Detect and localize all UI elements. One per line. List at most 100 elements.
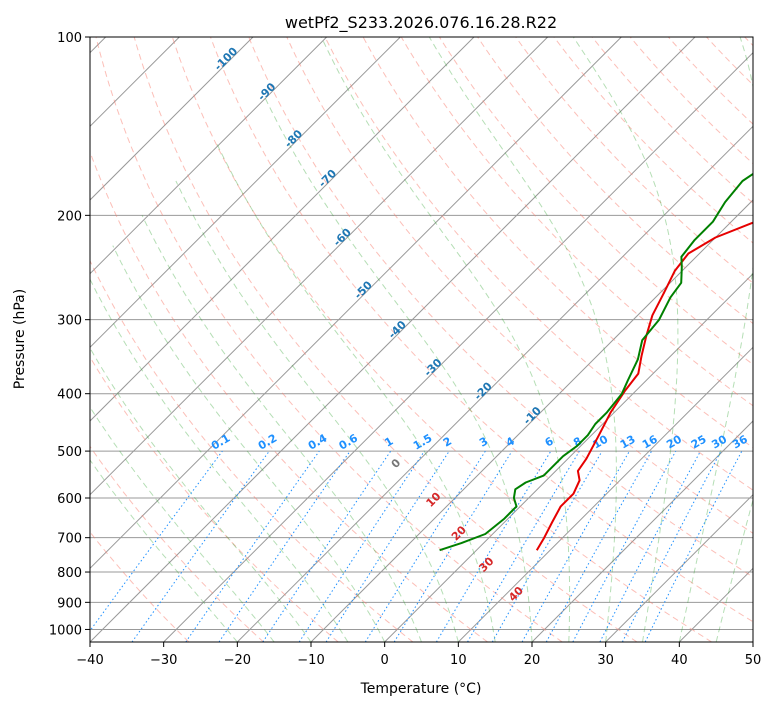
- isotherm-line: [752, 641, 753, 642]
- isotherm-line: [457, 346, 753, 642]
- y-tick-label: 600: [57, 492, 82, 507]
- x-tick-label: −40: [76, 653, 103, 668]
- moist-adiabat-line: [215, 141, 496, 642]
- dry-adiabat-line: [591, 37, 753, 204]
- moist-adiabat-line: [715, 497, 753, 642]
- y-tick-label: 900: [57, 596, 82, 611]
- moist-adiabat-label: 40: [506, 584, 526, 604]
- mixing-ratio-line: [364, 450, 486, 642]
- x-tick-label: −30: [150, 653, 177, 668]
- isotherm-line: [90, 37, 475, 422]
- moist-adiabat-label: 10: [424, 490, 444, 510]
- x-tick-label: 20: [524, 653, 541, 668]
- y-tick-label: 100: [57, 31, 82, 46]
- dry-adiabat-line: [210, 37, 753, 623]
- y-tick-label: 300: [57, 314, 82, 329]
- isotherm-line: [90, 37, 549, 496]
- dewpoint-profile-line: [439, 172, 753, 552]
- mixing-ratio-label: 0.2: [256, 432, 279, 453]
- mixing-ratio-line: [185, 450, 320, 642]
- isotherm-line: [531, 420, 753, 642]
- moist-adiabat-line: [263, 94, 533, 642]
- dry-adiabat-label: -10: [521, 404, 544, 427]
- dry-adiabat-label: -100: [212, 44, 241, 73]
- moist-adiabat-line: [112, 245, 386, 642]
- y-axis: 100 200 300 400 500 600 700 800 900 1000: [49, 31, 90, 638]
- mixing-ratio-label: 1.5: [411, 432, 434, 453]
- dry-adiabat-label: -60: [331, 226, 354, 249]
- dry-adiabat-line: [362, 37, 753, 449]
- dry-adiabat-label: -80: [282, 127, 305, 150]
- mixing-ratio-label: 0.1: [209, 432, 232, 453]
- dry-adiabat-label: -20: [472, 379, 495, 402]
- isotherm-line: [163, 51, 753, 642]
- mixing-ratio-label: 10: [591, 432, 611, 451]
- moist-adiabat-line: [90, 406, 275, 642]
- moist-adiabat-line: [141, 215, 422, 642]
- isotherm-line: [90, 37, 254, 201]
- x-tick-label: 40: [671, 653, 688, 668]
- mixing-ratio-line: [572, 450, 677, 642]
- y-tick-label: 200: [57, 209, 82, 224]
- x-tick-label: −20: [224, 653, 251, 668]
- moist-adiabat-line: [90, 459, 238, 642]
- dry-adiabat-line: [248, 37, 753, 578]
- mixing-ratio-label: 3: [477, 435, 490, 450]
- mixing-ratio-line: [599, 450, 701, 642]
- mixing-ratio-label: 30: [709, 432, 729, 451]
- mixing-ratio-line: [467, 450, 580, 642]
- mixing-ratio-line: [545, 450, 653, 642]
- dry-adiabat-line: [400, 37, 753, 407]
- x-axis-label: Temperature (°C): [360, 681, 482, 697]
- temperature-profile-line: [535, 221, 753, 551]
- plot-frame: [89, 36, 754, 643]
- dry-adiabat-line: [90, 531, 190, 642]
- mixing-ratio-label: 13: [618, 433, 638, 452]
- mixing-ratio-label: 20: [664, 432, 684, 451]
- dry-adiabat-label: -90: [255, 80, 278, 103]
- mixing-ratio-line: [393, 450, 513, 642]
- dry-adiabat-label: -50: [352, 278, 375, 301]
- dry-adiabat-line: [553, 37, 753, 244]
- dry-adiabat-line: [133, 37, 638, 642]
- dry-adiabat-line: [90, 356, 339, 642]
- dry-adiabat-label: -40: [386, 318, 409, 341]
- dry-adiabat-label: -30: [421, 356, 444, 379]
- dry-adiabat-line: [477, 37, 753, 325]
- isotherm-line: [310, 199, 753, 642]
- dry-adiabat-line: [90, 150, 488, 642]
- isotherm-line: [236, 125, 753, 642]
- chart-title: wetPf2_S233.2026.076.16.28.R22: [285, 13, 557, 33]
- plot-area: 0.1 0.2 0.4 0.6 1 1.5 2 3 4 6 8 10 13 16 20 25 30 36-100-…: [90, 37, 753, 642]
- y-tick-label: 800: [57, 566, 82, 581]
- y-tick-label: 1000: [49, 623, 82, 638]
- y-axis-label: Pressure (hPa): [12, 289, 28, 389]
- dry-adiabat-line: [171, 37, 712, 642]
- mixing-ratio-line: [131, 450, 270, 642]
- mixing-ratio-line: [325, 450, 450, 642]
- dry-adiabat-line: [90, 259, 414, 642]
- dry-adiabat-line: [90, 445, 264, 642]
- isotherm-line: [90, 37, 401, 349]
- dry-adiabat-line: [744, 37, 753, 47]
- isotherm-line: [384, 272, 753, 642]
- mixing-ratio-line: [435, 450, 552, 642]
- moist-adiabat-line: [175, 180, 459, 642]
- dry-adiabat-line: [668, 37, 753, 125]
- mixing-ratio-line: [491, 450, 603, 642]
- moist-adiabat-line: [678, 37, 753, 642]
- x-tick-label: 30: [597, 653, 614, 668]
- mixing-ratio-line: [298, 450, 425, 642]
- dry-adiabat-label: -70: [316, 167, 339, 190]
- isotherm-line: [90, 37, 622, 570]
- moist-adiabat-line: [572, 37, 679, 642]
- mixing-ratio-label: 25: [689, 433, 709, 452]
- isotherm-line: [678, 567, 753, 642]
- moist-adiabat-line: [320, 37, 571, 642]
- x-axis: −40 −30 −20 −10 0 10 20 30 40 50: [76, 642, 761, 668]
- x-tick-label: 50: [745, 653, 762, 668]
- dry-adiabat-line: [706, 37, 753, 86]
- dry-adiabat-line: [515, 37, 753, 284]
